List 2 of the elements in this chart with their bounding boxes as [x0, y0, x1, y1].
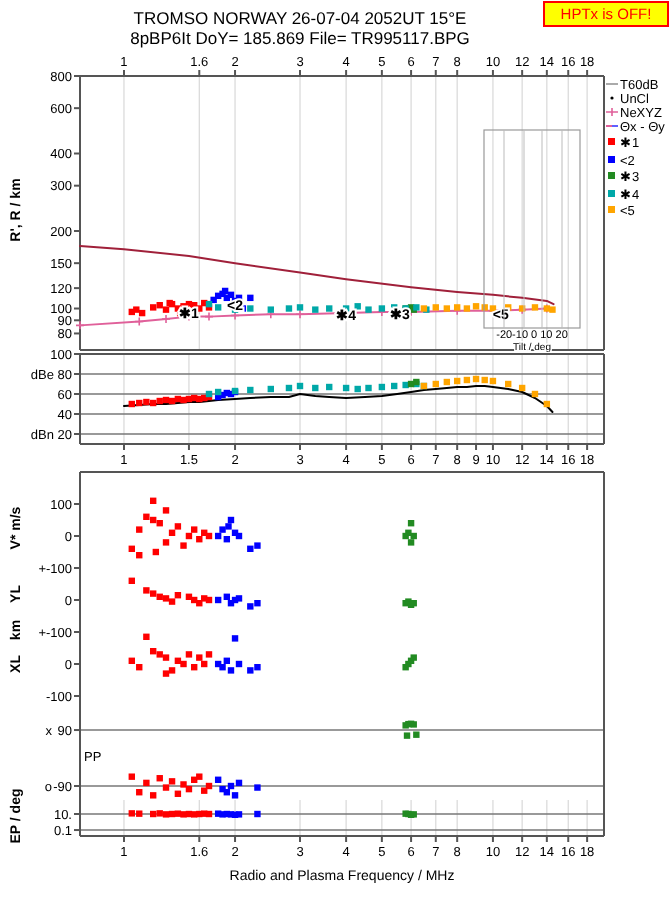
chart-title: TROMSO NORWAY 26-07-04 2052UT 15°E	[133, 8, 468, 28]
chart-subtitle: 8pBP6It DoY= 185.869 File= TR995117.BPG	[130, 28, 470, 48]
